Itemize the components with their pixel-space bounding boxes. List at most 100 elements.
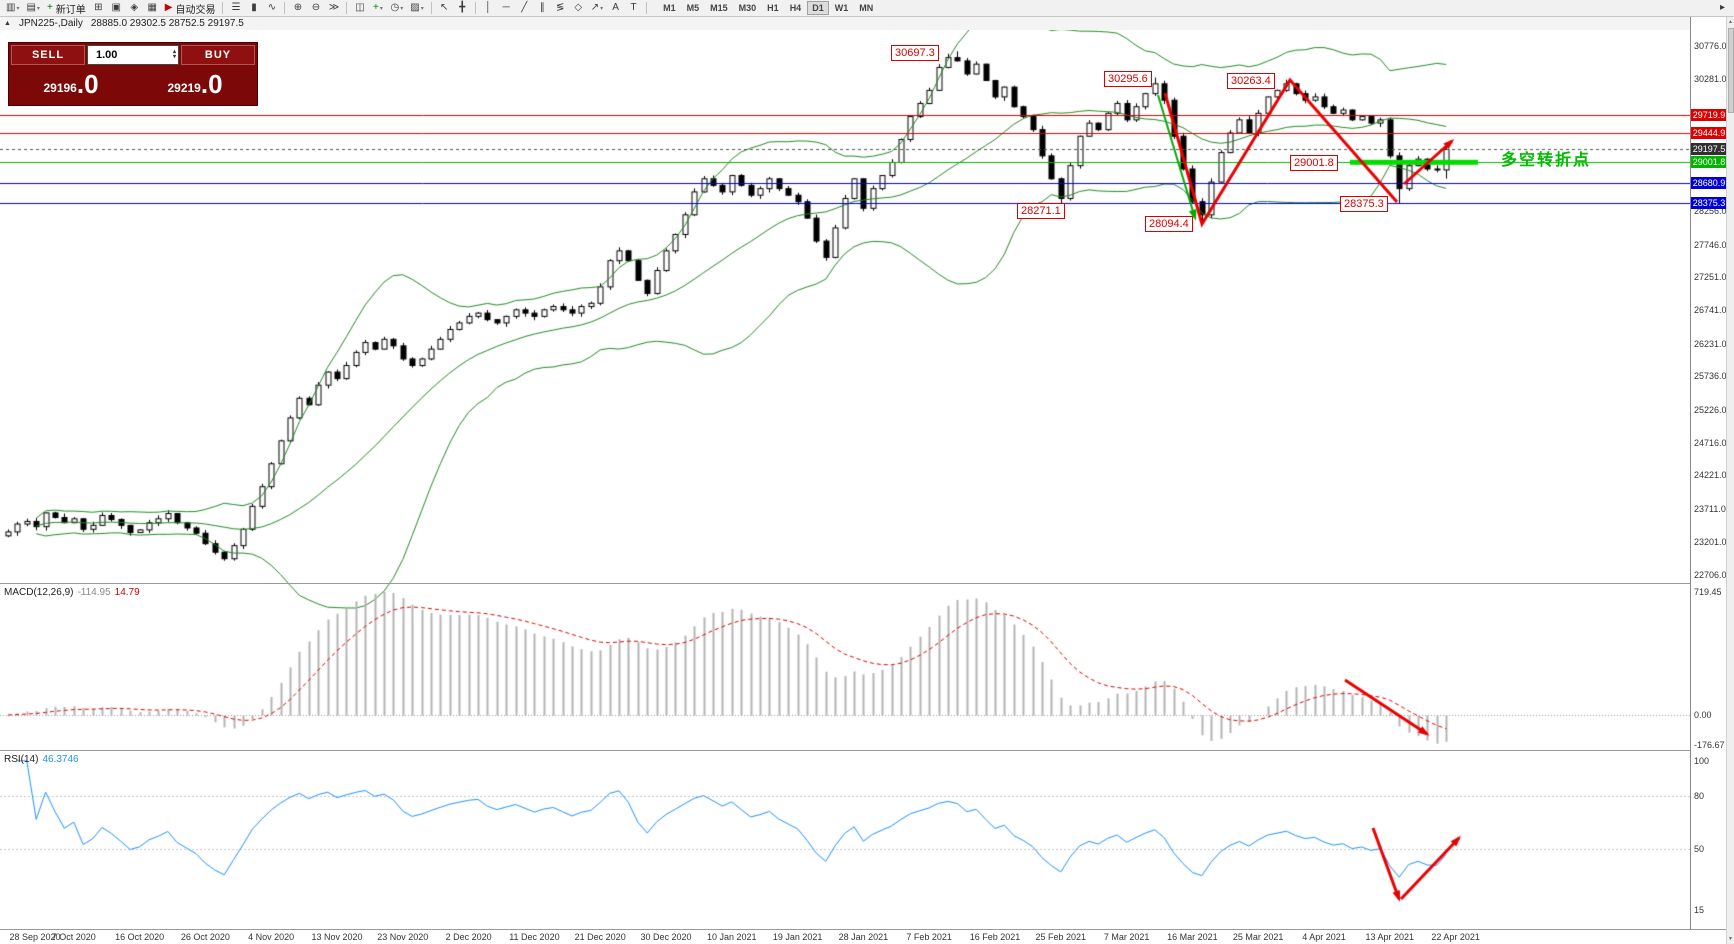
- horizontal-line-button[interactable]: ─: [498, 1, 515, 16]
- text-label-icon: T: [630, 2, 637, 13]
- scrollbar-thumb[interactable]: [1728, 28, 1734, 113]
- price-annotation[interactable]: 28271.1: [1017, 203, 1065, 219]
- sell-button[interactable]: SELL: [11, 45, 85, 65]
- autotrading-label: 自动交易: [175, 4, 216, 16]
- timeframe-mn-button[interactable]: MN: [859, 3, 874, 13]
- auto-scroll-button[interactable]: ≫: [325, 1, 342, 16]
- channel-button[interactable]: ∥: [534, 1, 551, 16]
- time-axis-label: 2 Dec 2020: [445, 932, 492, 942]
- price-axis[interactable]: 30776.0 30281.0 28256.0 27746.0 27251.0 26741…: [1690, 17, 1727, 929]
- pane-resize-handle[interactable]: [0, 750, 1726, 751]
- price-axis-label: 26231.0: [1694, 338, 1727, 349]
- navigator-button[interactable]: ◈: [126, 1, 143, 16]
- pane-resize-handle[interactable]: [0, 583, 1726, 584]
- price-axis-label: 22706.0: [1694, 569, 1727, 580]
- new-chart-button[interactable]: ▥ ▾: [3, 1, 22, 16]
- vertical-line-button[interactable]: │: [480, 1, 497, 16]
- zoom-out-button[interactable]: ⊖: [307, 1, 324, 16]
- navigator-icon: ◈: [130, 2, 139, 13]
- market-watch-button[interactable]: ⊞: [90, 1, 107, 16]
- time-axis-label: 16 Feb 2021: [969, 932, 1021, 942]
- dropdown-arrow-icon: ▾: [400, 5, 404, 12]
- volume-up-icon[interactable]: ▴: [172, 49, 176, 55]
- time-axis-label: 22 Apr 2021: [1431, 932, 1480, 942]
- toolbar-buttons: ▥ ▾ ▤ ▾ + 新订单 ⊞ ▣ ◈ ▦ ▶ 自动交易 ☰ ▮ ∿ ⊕ ⊖ ≫ ◫ + ▾ ◷ ▾ ▨ ▾ ↖ ╋ │ ─ ╱ ∥ ≶ ◇ ↗ ▾…: [3, 1, 650, 16]
- autotrading-button[interactable]: ▶ 自动交易: [162, 1, 219, 16]
- chart-title-bar[interactable]: ▲ JPN225-,Daily 28885.0 29302.5 28752.5 …: [0, 17, 1690, 30]
- timeframe-bar: M1 M5 M15 M30 H1 H4 D1 W1 MN: [658, 1, 878, 15]
- price-annotation[interactable]: 30263.4: [1227, 73, 1275, 89]
- turning-point-label[interactable]: 多空转折点: [1501, 152, 1592, 169]
- price-annotation[interactable]: 30295.6: [1104, 71, 1152, 87]
- time-axis-label: 28 Sep 2020: [9, 932, 61, 942]
- price-axis-label: 24716.0: [1694, 438, 1727, 449]
- macd-axis-label: 719.45: [1694, 586, 1722, 597]
- text-button[interactable]: A: [607, 1, 624, 16]
- arrows-button[interactable]: ↗ ▾: [588, 1, 606, 16]
- macd-axis-label: -176.67: [1694, 740, 1725, 751]
- time-axis-label: 7 Feb 2021: [906, 932, 952, 942]
- market-watch-icon: ⊞: [94, 2, 103, 13]
- tile-windows-button[interactable]: ◫: [351, 1, 368, 16]
- time-axis[interactable]: 28 Sep 2020 7 Oct 2020 16 Oct 2020 26 Oct 2…: [0, 930, 1690, 944]
- timeframe-m30-button[interactable]: M30: [738, 3, 757, 13]
- one-click-trading-panel: SELL 1.00 ▴ ▾ BUY 29196.0 29219.0: [8, 42, 258, 106]
- timeframe-h4-button[interactable]: H4: [789, 3, 802, 13]
- data-window-button[interactable]: ▣: [108, 1, 125, 16]
- crosshair-button[interactable]: ╋: [454, 1, 471, 16]
- shapes-button[interactable]: ◇: [570, 1, 587, 16]
- line-chart-icon: ∿: [267, 2, 277, 13]
- time-axis-label: 25 Mar 2021: [1232, 932, 1284, 942]
- price-tag: 29444.9: [1691, 127, 1727, 140]
- zoom-in-button[interactable]: ⊕: [289, 1, 306, 16]
- cursor-button[interactable]: ↖: [436, 1, 453, 16]
- timeframe-w1-button[interactable]: W1: [834, 3, 849, 13]
- buy-price[interactable]: 29219.0: [167, 69, 223, 99]
- price-tag: 29001.8: [1691, 156, 1727, 169]
- time-axis-label: 13 Apr 2021: [1365, 932, 1415, 942]
- profiles-button[interactable]: ▤ ▾: [23, 1, 42, 16]
- fibonacci-button[interactable]: ≶: [552, 1, 569, 16]
- price-axis-label: 25226.0: [1694, 404, 1727, 415]
- toolbar-separator: [346, 2, 348, 14]
- timeframe-m5-button[interactable]: M5: [686, 3, 700, 13]
- scroll-up-icon[interactable]: ▲: [1728, 19, 1733, 25]
- timeframe-m1-button[interactable]: M1: [663, 3, 676, 13]
- periods-icon: ◷: [390, 2, 400, 13]
- indicators-button[interactable]: + ▾: [369, 1, 386, 16]
- price-axis-label: 25736.0: [1694, 371, 1727, 382]
- terminal-button[interactable]: ▦: [144, 1, 161, 16]
- timeframe-m15-button[interactable]: M15: [710, 3, 728, 13]
- price-annotation[interactable]: 30697.3: [891, 45, 939, 61]
- rsi-axis-label: 15: [1694, 905, 1705, 916]
- price-annotation[interactable]: 28094.4: [1145, 216, 1193, 232]
- trendline-button[interactable]: ╱: [516, 1, 533, 16]
- buy-button[interactable]: BUY: [181, 45, 255, 65]
- scroll-down-icon[interactable]: ▼: [1728, 936, 1733, 942]
- time-axis-label: 11 Dec 2020: [509, 932, 560, 942]
- templates-button[interactable]: ▨ ▾: [407, 1, 426, 16]
- vertical-scrollbar[interactable]: ▲ ▼: [1726, 17, 1734, 944]
- sell-price[interactable]: 29196.0: [43, 69, 99, 99]
- periods-button[interactable]: ◷ ▾: [387, 1, 406, 16]
- candle-chart-button[interactable]: ▮: [245, 1, 262, 16]
- price-annotation[interactable]: 29001.8: [1290, 155, 1338, 171]
- new-order-button[interactable]: + 新订单: [44, 1, 89, 16]
- volume-input[interactable]: 1.00 ▴ ▾: [87, 45, 179, 65]
- candle-chart-icon: ▮: [251, 2, 257, 13]
- timeframe-d1-button[interactable]: D1: [807, 1, 829, 15]
- chart-canvas[interactable]: [0, 0, 1690, 944]
- price-annotation[interactable]: 28375.3: [1340, 196, 1388, 212]
- chart-ohlc-label: 28885.0 29302.5 28752.5 29197.5: [90, 18, 244, 29]
- volume-down-icon[interactable]: ▾: [172, 54, 176, 60]
- timeframe-h1-button[interactable]: H1: [767, 3, 779, 13]
- data-window-icon: ▣: [111, 2, 121, 13]
- chevron-right-icon: ▸: [1719, 2, 1726, 13]
- toolbar-more-button[interactable]: ▸: [1714, 1, 1731, 16]
- toolbar-separator: [646, 2, 648, 14]
- pane-resize-handle: [0, 929, 1726, 930]
- text-label-button[interactable]: T: [625, 1, 642, 16]
- line-chart-button[interactable]: ∿: [263, 1, 280, 16]
- bar-chart-button[interactable]: ☰: [227, 1, 244, 16]
- fibonacci-icon: ≶: [556, 2, 565, 13]
